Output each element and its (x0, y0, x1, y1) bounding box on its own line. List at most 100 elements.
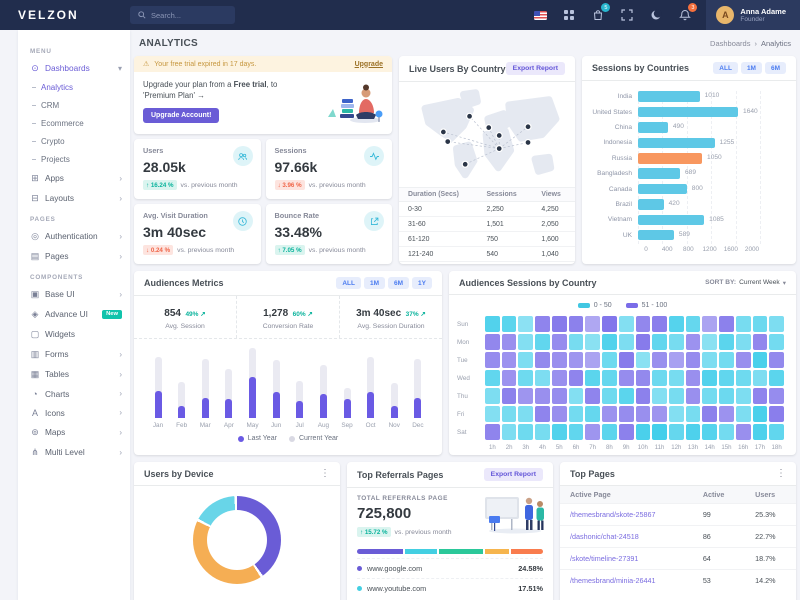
sidebar-item-layouts[interactable]: ⊟ Layouts › (31, 192, 122, 204)
export-report-button[interactable]: Export Report (505, 62, 565, 75)
column-last-year[interactable] (343, 399, 351, 418)
heatmap-cell[interactable] (668, 388, 684, 404)
heatmap-cell[interactable] (635, 370, 651, 386)
heatmap-cell[interactable] (618, 424, 634, 440)
heatmap-cell[interactable] (585, 352, 601, 368)
heatmap-cell[interactable] (769, 352, 784, 368)
heatmap-cell[interactable] (652, 388, 667, 404)
heatmap-cell[interactable] (501, 370, 517, 386)
heatmap-cell[interactable] (602, 388, 617, 404)
range-tab-all[interactable]: ALL (713, 62, 738, 74)
heatmap-cell[interactable] (735, 406, 751, 422)
active-page-link[interactable]: /skote/timeline-27391 (560, 547, 693, 570)
app-logo[interactable]: VELZON (18, 8, 79, 22)
bar[interactable] (638, 214, 705, 226)
heatmap-cell[interactable] (752, 424, 768, 440)
heatmap-cell[interactable] (518, 334, 534, 350)
heatmap-cell[interactable] (551, 334, 567, 350)
heatmap-cell[interactable] (602, 352, 617, 368)
heatmap-cell[interactable] (735, 370, 751, 386)
map-marker[interactable] (444, 138, 452, 146)
heatmap-cell[interactable] (602, 334, 617, 350)
column-current-year[interactable] (296, 380, 304, 418)
sidebar-item-base-ui[interactable]: ▣ Base UI › (30, 288, 122, 300)
heatmap-cell[interactable] (535, 352, 550, 368)
heatmap-cell[interactable] (535, 424, 550, 440)
heatmap-cell[interactable] (501, 334, 517, 350)
bar[interactable] (638, 229, 674, 241)
sidebar-item-dashboards[interactable]: ⊙ Dashboards ▾ (31, 62, 122, 74)
heatmap-cell[interactable] (719, 316, 734, 332)
heatmap-cell[interactable] (752, 334, 768, 350)
referral-row[interactable]: www.google.com 24.58% (357, 558, 543, 578)
sidebar-item-pages[interactable]: ▤ Pages › (30, 250, 122, 262)
heatmap-cell[interactable] (652, 316, 667, 332)
heatmap-cell[interactable] (568, 316, 584, 332)
range-tab-1m[interactable]: 1M (740, 62, 762, 74)
column-current-year[interactable] (414, 358, 422, 418)
active-page-link[interactable]: /themesbrand/minia-26441 (560, 569, 693, 591)
heatmap-cell[interactable] (635, 388, 651, 404)
heatmap-cell[interactable] (735, 316, 751, 332)
sidebar-item-maps[interactable]: ⊚ Maps › (31, 426, 122, 438)
map-marker[interactable] (439, 128, 447, 136)
bar[interactable] (638, 137, 715, 149)
heatmap-cell[interactable] (568, 334, 584, 350)
column-last-year[interactable] (390, 405, 398, 418)
range-tab-1y[interactable]: 1Y (412, 277, 432, 289)
range-tab-all[interactable]: ALL (336, 277, 361, 289)
heatmap-cell[interactable] (702, 352, 718, 368)
heatmap-cell[interactable] (668, 316, 684, 332)
heatmap-cell[interactable] (702, 334, 718, 350)
column-last-year[interactable] (225, 398, 233, 418)
heatmap-cell[interactable] (652, 406, 667, 422)
heatmap-cell[interactable] (518, 316, 534, 332)
heatmap-cell[interactable] (702, 370, 718, 386)
heatmap-cell[interactable] (568, 424, 584, 440)
heatmap-cell[interactable] (618, 370, 634, 386)
column-current-year[interactable] (272, 360, 280, 418)
map-marker[interactable] (495, 131, 503, 140)
breadcrumb-dashboards[interactable]: Dashboards (710, 38, 751, 48)
heatmap-cell[interactable] (618, 316, 634, 332)
column-last-year[interactable] (201, 397, 209, 418)
heatmap-cell[interactable] (501, 424, 517, 440)
referral-row[interactable]: www.youtube.com 17.51% (357, 578, 543, 598)
range-tab-6m[interactable]: 6M (764, 62, 786, 74)
heatmap-cell[interactable] (769, 388, 784, 404)
heatmap-cell[interactable] (602, 406, 617, 422)
column-last-year[interactable] (154, 390, 162, 418)
heatmap-cell[interactable] (685, 424, 701, 440)
column-last-year[interactable] (319, 394, 327, 418)
heatmap-cell[interactable] (769, 424, 784, 440)
sidebar-item-authentication[interactable]: ◎ Authentication › (31, 230, 122, 242)
sidebar-item-projects[interactable]: Projects (18, 150, 130, 168)
sidebar-item-advance-ui[interactable]: ◈ Advance UI New (18, 304, 130, 324)
heatmap-cell[interactable] (668, 424, 684, 440)
heatmap-cell[interactable] (585, 388, 601, 404)
heatmap-cell[interactable] (719, 370, 734, 386)
heatmap-cell[interactable] (535, 406, 550, 422)
map-marker[interactable] (524, 138, 532, 147)
heatmap-cell[interactable] (719, 424, 734, 440)
active-page-link[interactable]: /themesbrand/skote-25867 (560, 503, 693, 526)
heatmap-cell[interactable] (752, 352, 768, 368)
heatmap-cell[interactable] (485, 334, 500, 350)
heatmap-cell[interactable] (585, 424, 601, 440)
map-marker[interactable] (524, 123, 532, 131)
heatmap-cell[interactable] (618, 388, 634, 404)
bar[interactable] (638, 122, 668, 133)
heatmap-cell[interactable] (735, 352, 751, 368)
heatmap-cell[interactable] (652, 352, 667, 368)
heatmap-cell[interactable] (568, 370, 584, 386)
dark-mode-moon-icon[interactable] (648, 7, 664, 23)
heatmap-cell[interactable] (602, 316, 617, 332)
fullscreen-icon[interactable] (619, 7, 635, 23)
heatmap-cell[interactable] (635, 352, 651, 368)
heatmap-cell[interactable] (518, 352, 534, 368)
heatmap-cell[interactable] (535, 316, 550, 332)
global-search[interactable] (130, 6, 235, 24)
heatmap-cell[interactable] (702, 424, 718, 440)
heatmap-cell[interactable] (668, 370, 684, 386)
map-marker[interactable] (465, 112, 474, 120)
